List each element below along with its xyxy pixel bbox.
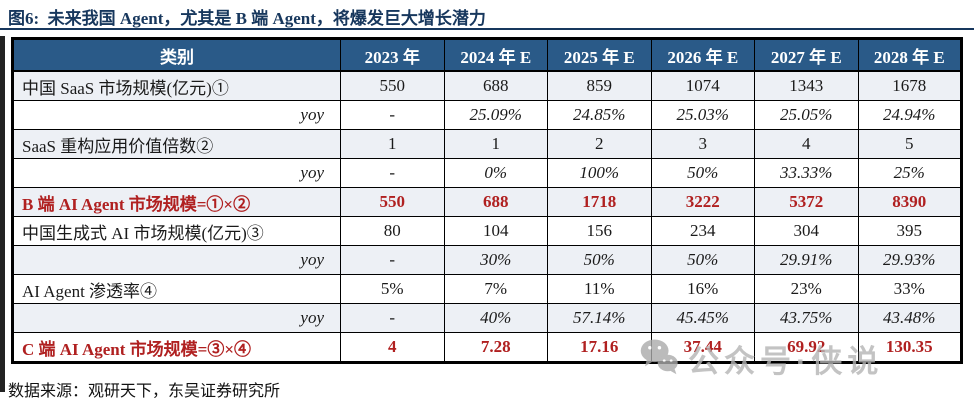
cell-value: 4 xyxy=(754,129,859,159)
cell-value: 0% xyxy=(443,158,548,188)
row-label: B 端 AI Agent 市场规模=①×② xyxy=(12,187,341,217)
cell-value: 304 xyxy=(754,216,859,246)
cell-value: 80 xyxy=(340,216,445,246)
row-label: yoy xyxy=(12,245,341,275)
cell-value: 3 xyxy=(650,129,755,159)
cell-value: 57.14% xyxy=(547,303,652,333)
cell-value: 43.75% xyxy=(754,303,859,333)
cell-value: 395 xyxy=(857,216,962,246)
column-header-year: 2027 年 E xyxy=(754,38,859,72)
table-row: SaaS 重构应用价值倍数② 1 1 2 3 4 5 xyxy=(12,129,962,159)
cell-value: 688 xyxy=(443,70,548,101)
table-row: yoy -30% 50% 50% 29.91% 29.93% xyxy=(12,245,962,275)
cell-value: 29.91% xyxy=(754,245,859,275)
cell-value: 8390 xyxy=(857,187,962,217)
left-edge-bar xyxy=(0,36,5,392)
cell-value: 24.85% xyxy=(547,100,652,130)
cell-value: 33% xyxy=(857,274,962,304)
column-header-category: 类别 xyxy=(12,38,341,72)
table-row: B 端 AI Agent 市场规模=①×② 550 688 1718 3222 5372 8… xyxy=(12,187,962,217)
cell-value: 16% xyxy=(650,274,755,304)
row-label: C 端 AI Agent 市场规模=③×④ xyxy=(12,332,341,363)
figure-title: 图6: 未来我国 Agent，尤其是 B 端 Agent，将爆发巨大增长潜力 xyxy=(8,9,486,28)
cell-value: 156 xyxy=(547,216,652,246)
cell-value: 550 xyxy=(340,187,445,217)
data-source: 数据来源：观研天下，东吴证券研究所 xyxy=(8,383,281,400)
column-header-year: 2028 年 E xyxy=(857,38,962,72)
cell-value: 688 xyxy=(443,187,548,217)
cell-value: 29.93% xyxy=(857,245,962,275)
cell-value: 40% xyxy=(443,303,548,333)
column-header-year: 2023 年 xyxy=(340,38,445,72)
cell-value: 24.94% xyxy=(857,100,962,130)
cell-value: 1343 xyxy=(754,70,859,101)
row-label: yoy xyxy=(12,100,341,130)
cell-value: 1 xyxy=(340,129,445,159)
cell-value: - xyxy=(340,100,445,130)
table-header-row: 类别 2023 年 2024 年 E 2025 年 E 2026 年 E 2027 年 E… xyxy=(12,38,962,72)
cell-value: 50% xyxy=(650,158,755,188)
row-label: SaaS 重构应用价值倍数② xyxy=(12,129,341,159)
agent-market-table: 类别 2023 年 2024 年 E 2025 年 E 2026 年 E 2027 年 E… xyxy=(11,37,963,364)
cell-value: 4 xyxy=(340,332,445,363)
cell-value: 45.45% xyxy=(650,303,755,333)
cell-value: 1074 xyxy=(650,70,755,101)
cell-value: 5 xyxy=(857,129,962,159)
table-row: yoy -0% 100% 50% 33.33% 25% xyxy=(12,158,962,188)
cell-value: 234 xyxy=(650,216,755,246)
cell-value: 50% xyxy=(547,245,652,275)
column-header-year: 2026 年 E xyxy=(650,38,755,72)
cell-value: 37.44 xyxy=(650,332,755,363)
cell-value: 7% xyxy=(443,274,548,304)
cell-value: 1718 xyxy=(547,187,652,217)
column-header-year: 2025 年 E xyxy=(547,38,652,72)
cell-value: 7.28 xyxy=(443,332,548,363)
cell-value: 5% xyxy=(340,274,445,304)
cell-value: 25.03% xyxy=(650,100,755,130)
cell-value: 25.05% xyxy=(754,100,859,130)
cell-value: 130.35 xyxy=(857,332,962,363)
cell-value: 50% xyxy=(650,245,755,275)
cell-value: 859 xyxy=(547,70,652,101)
table-row: 中国 SaaS 市场规模(亿元)① 550 688 859 1074 1343 1678 xyxy=(12,70,962,101)
table-row: C 端 AI Agent 市场规模=③×④ 4 7.28 17.16 37.44 69.9… xyxy=(12,332,962,363)
table-body: 中国 SaaS 市场规模(亿元)① 550 688 859 1074 1343 1678 yo… xyxy=(12,70,962,363)
cell-value: 33.33% xyxy=(754,158,859,188)
row-label: 中国生成式 AI 市场规模(亿元)③ xyxy=(12,216,341,246)
cell-value: - xyxy=(340,245,445,275)
cell-value: 5372 xyxy=(754,187,859,217)
cell-value: 23% xyxy=(754,274,859,304)
cell-value: 1 xyxy=(443,129,548,159)
table-row: yoy -40% 57.14% 45.45% 43.75% 43.48% xyxy=(12,303,962,333)
cell-value: 25.09% xyxy=(443,100,548,130)
cell-value: 104 xyxy=(443,216,548,246)
table-row: yoy -25.09% 24.85% 25.03% 25.05% 24.94% xyxy=(12,100,962,130)
cell-value: - xyxy=(340,158,445,188)
row-label: yoy xyxy=(12,303,341,333)
cell-value: 30% xyxy=(443,245,548,275)
cell-value: 1678 xyxy=(857,70,962,101)
column-header-year: 2024 年 E xyxy=(443,38,548,72)
cell-value: 3222 xyxy=(650,187,755,217)
title-divider xyxy=(0,28,974,30)
cell-value: 43.48% xyxy=(857,303,962,333)
cell-value: 100% xyxy=(547,158,652,188)
cell-value: 69.92 xyxy=(754,332,859,363)
cell-value: - xyxy=(340,303,445,333)
cell-value: 11% xyxy=(547,274,652,304)
row-label: AI Agent 渗透率④ xyxy=(12,274,341,304)
cell-value: 550 xyxy=(340,70,445,101)
cell-value: 2 xyxy=(547,129,652,159)
table-row: 中国生成式 AI 市场规模(亿元)③ 80 104 156 234 304 395 xyxy=(12,216,962,246)
row-label: 中国 SaaS 市场规模(亿元)① xyxy=(12,70,341,101)
cell-value: 25% xyxy=(857,158,962,188)
row-label: yoy xyxy=(12,158,341,188)
table-row: AI Agent 渗透率④ 5% 7% 11% 16% 23% 33% xyxy=(12,274,962,304)
cell-value: 17.16 xyxy=(547,332,652,363)
